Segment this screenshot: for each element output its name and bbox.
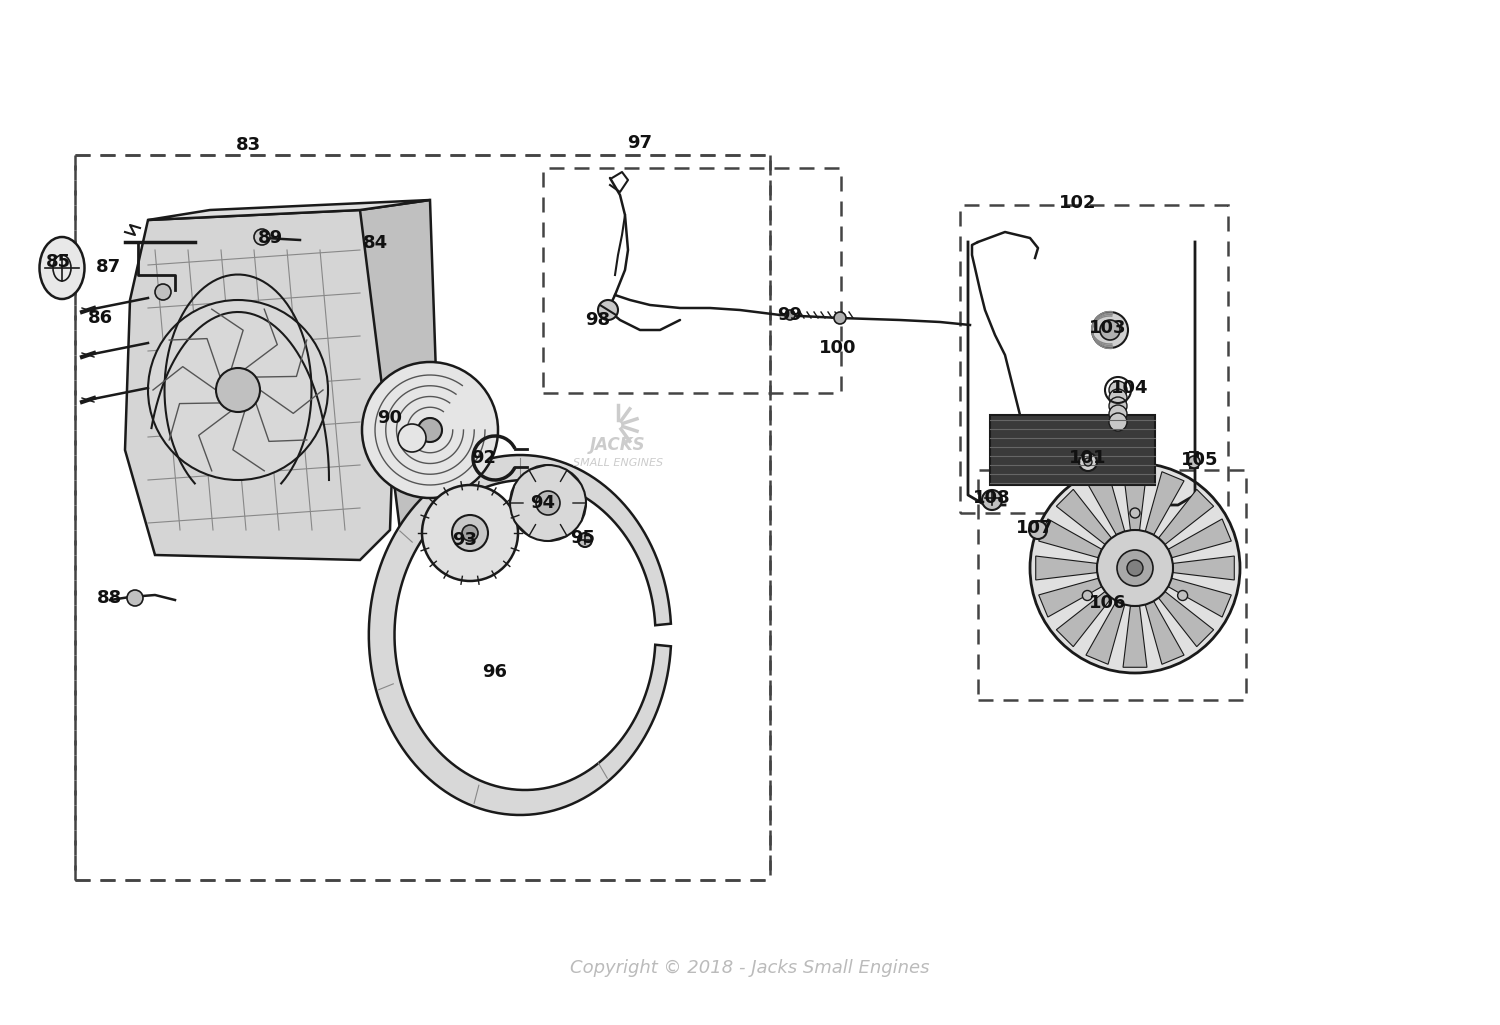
Polygon shape: [1158, 489, 1214, 544]
Circle shape: [154, 284, 171, 300]
Polygon shape: [369, 455, 670, 815]
Text: 94: 94: [531, 494, 555, 512]
Polygon shape: [1168, 519, 1232, 558]
Text: 100: 100: [819, 339, 856, 357]
Circle shape: [398, 424, 426, 452]
Text: 99: 99: [777, 306, 802, 324]
Circle shape: [148, 300, 328, 480]
Polygon shape: [1173, 556, 1234, 580]
Text: 87: 87: [96, 258, 120, 276]
Polygon shape: [1124, 606, 1148, 667]
Circle shape: [1108, 397, 1126, 415]
Text: 88: 88: [98, 589, 123, 607]
Text: 107: 107: [1017, 519, 1053, 537]
Circle shape: [598, 300, 618, 320]
Text: 101: 101: [1070, 449, 1107, 467]
Circle shape: [452, 515, 488, 551]
Polygon shape: [1158, 591, 1214, 647]
Circle shape: [1092, 312, 1128, 348]
Circle shape: [1030, 463, 1240, 673]
Text: Copyright © 2018 - Jacks Small Engines: Copyright © 2018 - Jacks Small Engines: [570, 959, 930, 977]
Circle shape: [419, 418, 442, 442]
Text: 102: 102: [1059, 194, 1096, 212]
Circle shape: [462, 525, 478, 541]
Circle shape: [1084, 458, 1092, 466]
Polygon shape: [148, 200, 430, 220]
Circle shape: [1126, 560, 1143, 576]
Polygon shape: [1038, 578, 1102, 617]
Circle shape: [422, 485, 518, 581]
Polygon shape: [1086, 601, 1125, 664]
Polygon shape: [1056, 489, 1112, 544]
Polygon shape: [1124, 468, 1148, 530]
Text: 89: 89: [258, 229, 282, 247]
Circle shape: [362, 362, 498, 498]
Circle shape: [578, 533, 592, 547]
Text: 90: 90: [378, 409, 402, 427]
Circle shape: [784, 310, 795, 320]
Bar: [75, 155, 770, 880]
Polygon shape: [1038, 519, 1102, 558]
Polygon shape: [360, 200, 440, 530]
Text: 103: 103: [1089, 319, 1126, 337]
Circle shape: [536, 491, 560, 515]
Circle shape: [1188, 456, 1200, 468]
Circle shape: [1108, 390, 1126, 407]
Text: SMALL ENGINES: SMALL ENGINES: [573, 458, 663, 468]
Circle shape: [216, 368, 260, 412]
Circle shape: [1178, 590, 1188, 601]
Text: 96: 96: [483, 663, 507, 681]
Bar: [543, 168, 842, 393]
Circle shape: [1029, 521, 1047, 539]
Bar: [978, 470, 1246, 700]
Circle shape: [1083, 590, 1092, 601]
Circle shape: [510, 465, 586, 541]
Circle shape: [1130, 508, 1140, 518]
Text: 104: 104: [1112, 379, 1149, 397]
Ellipse shape: [39, 237, 84, 299]
Polygon shape: [1035, 556, 1098, 580]
Text: 92: 92: [471, 449, 496, 467]
Polygon shape: [1168, 578, 1232, 617]
Polygon shape: [1086, 472, 1125, 535]
Circle shape: [128, 590, 142, 606]
Polygon shape: [1056, 591, 1112, 647]
Text: 84: 84: [363, 234, 387, 252]
Circle shape: [1078, 453, 1096, 472]
Polygon shape: [1144, 601, 1184, 664]
Text: 93: 93: [453, 531, 477, 549]
Circle shape: [982, 490, 1002, 510]
Circle shape: [1096, 530, 1173, 606]
Bar: [960, 205, 1228, 512]
Text: 106: 106: [1089, 594, 1126, 612]
Text: 97: 97: [627, 134, 652, 152]
Text: 85: 85: [45, 253, 70, 271]
Circle shape: [1118, 550, 1154, 586]
Text: 98: 98: [585, 311, 610, 329]
Text: JACKS: JACKS: [590, 436, 646, 454]
Circle shape: [1108, 413, 1126, 430]
Circle shape: [1108, 405, 1126, 423]
Text: 95: 95: [570, 529, 596, 547]
Text: ®: ®: [621, 436, 632, 446]
Polygon shape: [1144, 472, 1184, 535]
Text: 105: 105: [1182, 451, 1218, 469]
Text: 83: 83: [236, 136, 261, 154]
Circle shape: [834, 312, 846, 324]
Circle shape: [1108, 381, 1126, 399]
Text: 108: 108: [974, 489, 1011, 507]
Bar: [990, 415, 1155, 485]
Circle shape: [1100, 320, 1120, 340]
Circle shape: [254, 229, 270, 245]
Polygon shape: [124, 210, 400, 560]
Text: 86: 86: [87, 309, 112, 327]
